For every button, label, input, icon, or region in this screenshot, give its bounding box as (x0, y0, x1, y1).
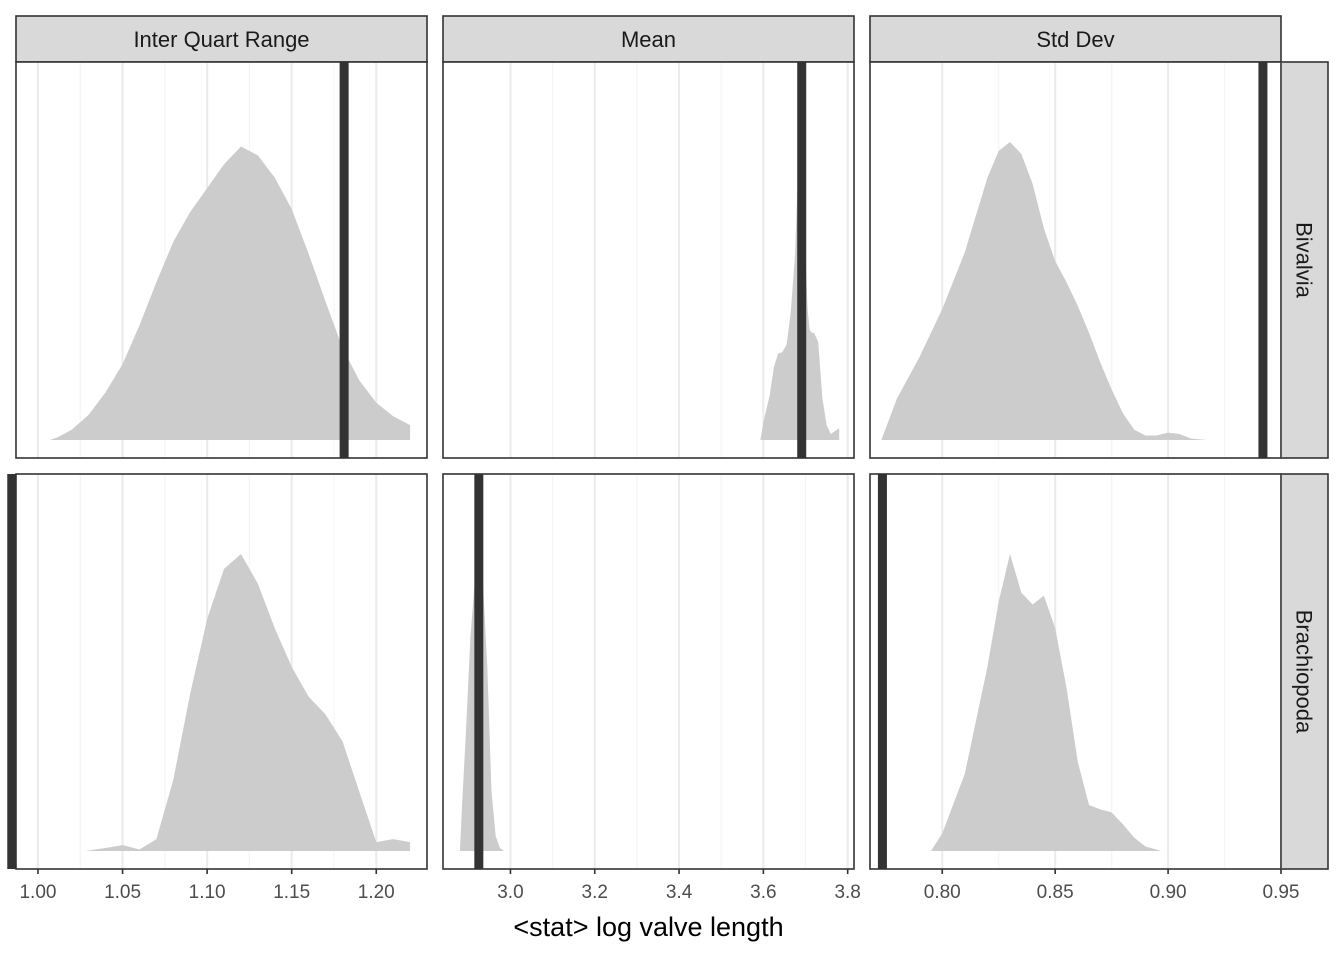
column-strip-label: Inter Quart Range (133, 27, 309, 52)
panel-border (869, 473, 1282, 870)
panel (869, 473, 1282, 870)
density-area (881, 142, 1207, 440)
panel (442, 61, 855, 459)
panel (869, 61, 1282, 459)
x-tick-label: 1.05 (104, 882, 141, 903)
row-strip-label: Bivalvia (1292, 222, 1317, 299)
panel-border (15, 473, 428, 870)
panel (442, 473, 855, 870)
x-tick-label: 3.8 (834, 882, 860, 903)
x-tick-label: 0.85 (1037, 882, 1074, 903)
x-tick-label: 0.90 (1150, 882, 1187, 903)
row-strip-label: Brachiopoda (1292, 610, 1317, 734)
row-strip (1280, 61, 1329, 459)
x-axis-title: <stat> log valve length (513, 912, 783, 942)
panel (7, 473, 428, 870)
column-strip-label: Mean (621, 27, 676, 52)
x-tick-label: 3.4 (666, 882, 693, 903)
column-strip (442, 15, 855, 63)
density-area (85, 554, 411, 851)
column-strip-label: Std Dev (1036, 27, 1114, 52)
x-tick-label: 1.15 (273, 882, 310, 903)
panel-border (442, 61, 855, 459)
density-area (49, 146, 411, 440)
column-strip (15, 15, 428, 63)
x-tick-label: 0.95 (1263, 882, 1300, 903)
x-tick-label: 1.20 (358, 882, 395, 903)
x-tick-label: 3.6 (750, 882, 776, 903)
x-tick-label: 3.0 (497, 882, 523, 903)
density-area (931, 554, 1162, 851)
column-strip (869, 15, 1282, 63)
panel (15, 61, 428, 459)
row-strip (1280, 473, 1329, 870)
panel-background (443, 474, 854, 869)
panel-border (442, 473, 855, 870)
x-tick-label: 0.80 (924, 882, 961, 903)
x-tick-label: 1.10 (189, 882, 226, 903)
panel-border (15, 61, 428, 459)
panel-border (869, 61, 1282, 459)
x-tick-label: 3.2 (582, 882, 608, 903)
x-tick-label: 1.00 (19, 882, 56, 903)
